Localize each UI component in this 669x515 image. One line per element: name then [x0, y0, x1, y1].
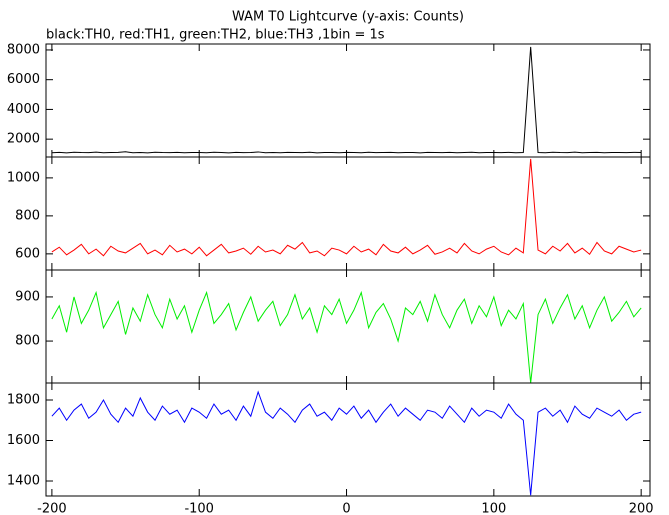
y-tick-label: 4000: [7, 102, 40, 117]
x-tick-label: 0: [342, 502, 350, 515]
chart-title: WAM T0 Lightcurve (y-axis: Counts): [232, 10, 464, 25]
light-curve: [51, 290, 642, 384]
panel-frame: [45, 43, 651, 158]
y-tick-label: 900: [15, 289, 40, 304]
chart-subtitle: black:TH0, red:TH1, green:TH2, blue:TH3 …: [46, 28, 385, 43]
x-tick-label: 200: [629, 502, 654, 515]
panel-frame: [45, 382, 651, 497]
y-tick-label: 1400: [7, 474, 40, 489]
light-curve: [51, 158, 642, 257]
light-curve: [51, 390, 642, 496]
y-tick-label: 1000: [7, 170, 40, 185]
y-tick-label: 6000: [7, 72, 40, 87]
y-tick-label: 1600: [7, 433, 40, 448]
y-tick-label: 1800: [7, 393, 40, 408]
y-tick-label: 800: [15, 208, 40, 223]
light-curve: [51, 46, 642, 154]
panel-frame: [45, 269, 651, 384]
x-tick-label: 100: [481, 502, 506, 515]
y-tick-label: 600: [15, 246, 40, 261]
y-tick-label: 8000: [7, 42, 40, 57]
x-tick-label: -200: [37, 502, 67, 515]
y-tick-label: 800: [15, 334, 40, 349]
y-tick-label: 2000: [7, 132, 40, 147]
x-tick-label: -100: [184, 502, 214, 515]
